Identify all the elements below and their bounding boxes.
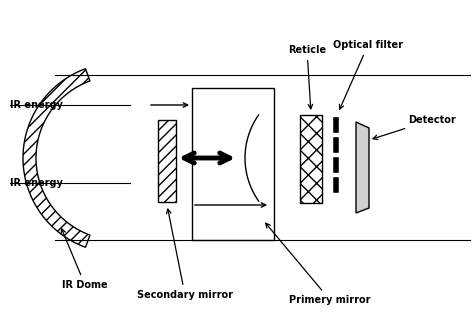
Text: Detector: Detector	[373, 115, 456, 140]
Text: IR energy: IR energy	[10, 100, 63, 110]
Text: IR energy: IR energy	[10, 178, 63, 188]
Text: IR Dome: IR Dome	[61, 229, 108, 290]
Text: Primery mirror: Primery mirror	[266, 223, 371, 305]
Polygon shape	[23, 69, 90, 247]
Bar	[192, 88, 274, 240]
Text: Secondary mirror: Secondary mirror	[137, 209, 233, 300]
Polygon shape	[356, 122, 369, 213]
Bar	[300, 115, 322, 203]
Text: Optical filter: Optical filter	[333, 40, 403, 109]
Text: Reticle: Reticle	[288, 45, 326, 109]
Bar	[158, 120, 176, 202]
